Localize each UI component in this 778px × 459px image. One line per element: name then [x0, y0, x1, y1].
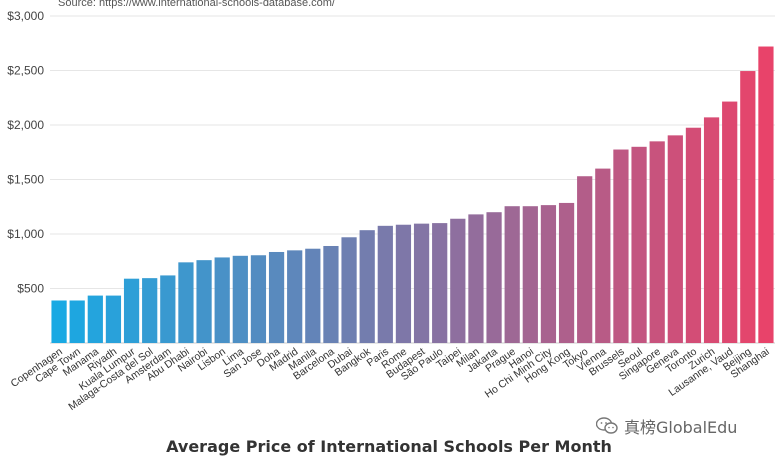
- bar: [740, 71, 756, 344]
- bar: [214, 257, 230, 343]
- y-tick-label: $500: [17, 282, 44, 296]
- bar: [178, 262, 194, 343]
- source-note: Source: https://www.international-school…: [58, 0, 335, 9]
- bar: [250, 255, 267, 343]
- bar: [758, 46, 774, 344]
- bar: [105, 295, 122, 343]
- bar: [649, 141, 665, 343]
- bar: [160, 275, 176, 343]
- y-tick-label: $2,000: [7, 118, 44, 132]
- bar: [323, 245, 339, 343]
- watermark: 真榜GlobalEdu: [596, 414, 737, 438]
- bar: [667, 135, 683, 343]
- bar: [232, 255, 248, 343]
- bar: [703, 117, 720, 344]
- bar: [377, 225, 393, 343]
- y-tick-label: $2,500: [7, 64, 44, 78]
- bar: [87, 295, 103, 343]
- bar: [722, 101, 738, 343]
- bar: [268, 251, 285, 343]
- bar: [595, 168, 611, 343]
- bar: [685, 127, 702, 343]
- bar: [450, 218, 466, 343]
- bar: [196, 260, 212, 343]
- y-tick-label: $1,500: [7, 173, 44, 187]
- y-tick-label: $1,000: [7, 227, 44, 241]
- bar: [432, 223, 448, 343]
- y-tick-label: $3,000: [7, 9, 44, 23]
- watermark-text: 真榜GlobalEdu: [624, 418, 738, 437]
- bar: [305, 248, 321, 343]
- x-axis-title: Average Price of International Schools P…: [166, 437, 612, 456]
- bar: [142, 278, 158, 343]
- bar: [359, 230, 375, 343]
- bar: [486, 212, 502, 343]
- bar: [504, 206, 520, 343]
- bar: [522, 206, 538, 343]
- bar: [395, 224, 412, 343]
- bar: [540, 205, 557, 343]
- bar: [631, 146, 647, 343]
- bar: [287, 250, 303, 343]
- bar: [577, 176, 593, 343]
- bar: [558, 202, 575, 343]
- bar: [51, 300, 67, 343]
- bar: [413, 223, 430, 343]
- bar: [613, 149, 629, 343]
- chat-bubbles-icon: [596, 417, 618, 434]
- bar: [123, 278, 140, 343]
- bar: [69, 300, 85, 343]
- bar: [341, 237, 357, 343]
- bar: [468, 214, 484, 343]
